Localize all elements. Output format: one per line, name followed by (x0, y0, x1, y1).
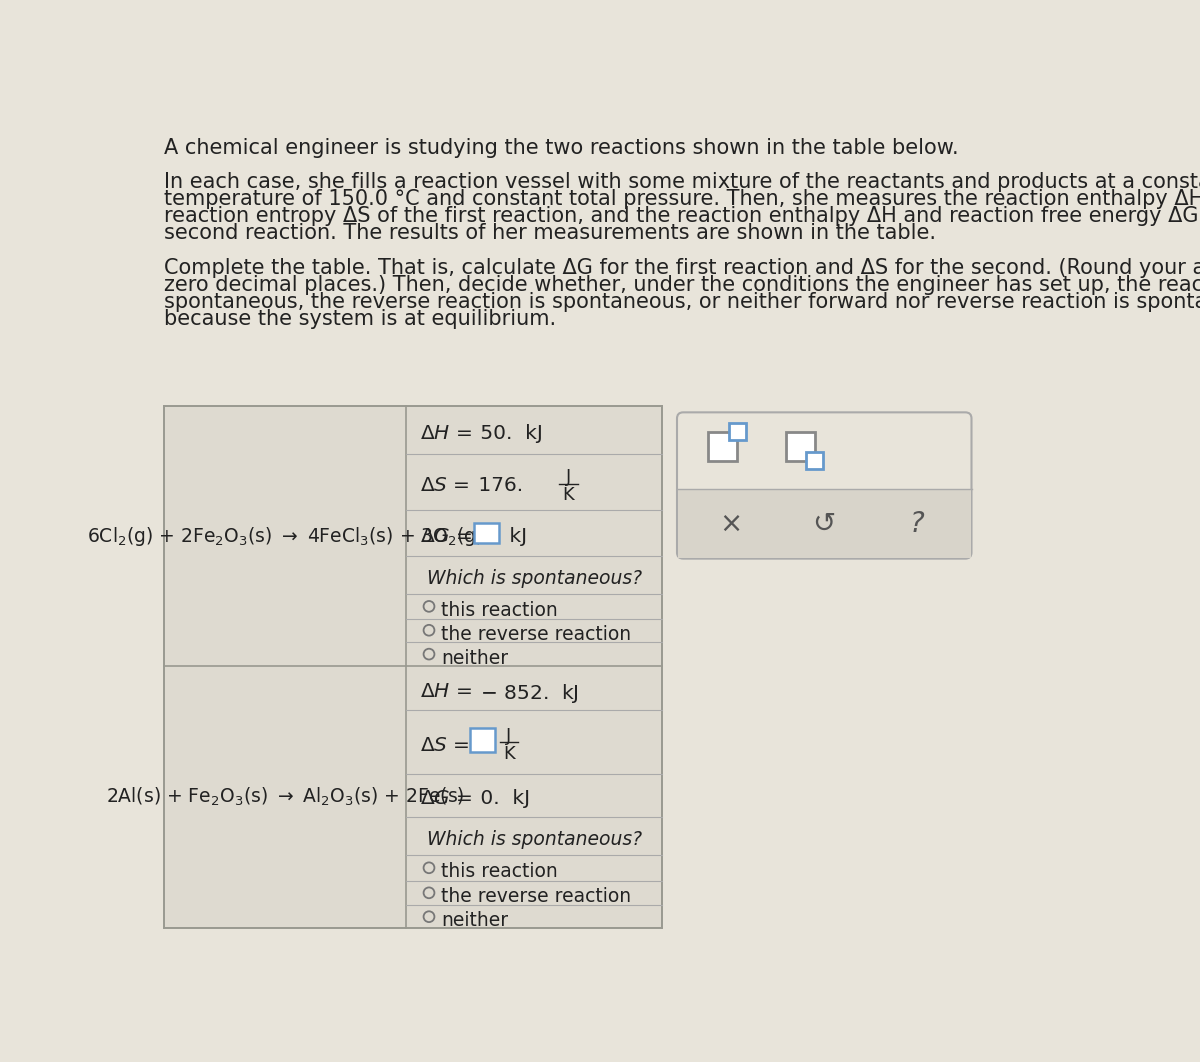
Text: ?: ? (910, 510, 925, 538)
Text: Complete the table. That is, calculate ΔG for the first reaction and ΔS for the : Complete the table. That is, calculate Δ… (164, 258, 1200, 278)
FancyBboxPatch shape (164, 406, 661, 928)
Text: J: J (506, 726, 511, 744)
Text: this reaction: this reaction (442, 862, 558, 881)
FancyBboxPatch shape (786, 431, 815, 461)
FancyBboxPatch shape (678, 490, 971, 558)
Text: the reverse reaction: the reverse reaction (442, 888, 631, 907)
Text: $\Delta S$ =: $\Delta S$ = (420, 476, 472, 495)
Text: $\Delta G$ =: $\Delta G$ = (420, 527, 474, 546)
Text: Which is spontaneous?: Which is spontaneous? (427, 829, 642, 849)
Text: K: K (503, 744, 515, 763)
Text: the reverse reaction: the reverse reaction (442, 624, 631, 644)
Text: spontaneous, the reverse reaction is spontaneous, or neither forward nor reverse: spontaneous, the reverse reaction is spo… (164, 292, 1200, 312)
Text: ↺: ↺ (812, 510, 836, 538)
Text: $\Delta H$ =: $\Delta H$ = (420, 424, 474, 443)
Text: neither: neither (442, 649, 509, 668)
Text: K: K (563, 486, 575, 503)
FancyBboxPatch shape (806, 452, 823, 469)
Text: $\Delta G$ =: $\Delta G$ = (420, 789, 474, 808)
Text: temperature of 150.0 °C and constant total pressure. Then, she measures the reac: temperature of 150.0 °C and constant tot… (164, 189, 1200, 209)
Text: kJ: kJ (504, 527, 528, 546)
FancyBboxPatch shape (470, 729, 494, 752)
Text: $-$ 852.  kJ: $-$ 852. kJ (474, 682, 578, 705)
Text: this reaction: this reaction (442, 601, 558, 620)
Text: 176.: 176. (473, 476, 523, 495)
Text: $\Delta S$ =: $\Delta S$ = (420, 736, 472, 755)
FancyBboxPatch shape (708, 431, 738, 461)
FancyBboxPatch shape (728, 423, 746, 440)
Text: reaction entropy ΔS of the first reaction, and the reaction enthalpy ΔH and reac: reaction entropy ΔS of the first reactio… (164, 206, 1200, 226)
Text: $\Delta H$ =: $\Delta H$ = (420, 682, 474, 701)
Text: because the system is at equilibrium.: because the system is at equilibrium. (164, 309, 556, 329)
Text: neither: neither (442, 911, 509, 930)
Text: J: J (566, 468, 571, 486)
Text: zero decimal places.) Then, decide whether, under the conditions the engineer ha: zero decimal places.) Then, decide wheth… (164, 275, 1200, 295)
Text: 0.  kJ: 0. kJ (474, 789, 530, 808)
FancyBboxPatch shape (474, 523, 499, 543)
Text: Which is spontaneous?: Which is spontaneous? (427, 568, 642, 587)
Text: second reaction. The results of her measurements are shown in the table.: second reaction. The results of her meas… (164, 223, 936, 243)
Text: ×: × (720, 510, 743, 538)
Text: In each case, she fills a reaction vessel with some mixture of the reactants and: In each case, she fills a reaction vesse… (164, 172, 1200, 192)
FancyBboxPatch shape (677, 412, 972, 559)
Text: 2Al(s) + Fe$_2$O$_3$(s) $\rightarrow$ Al$_2$O$_3$(s) + 2Fe(s): 2Al(s) + Fe$_2$O$_3$(s) $\rightarrow$ Al… (106, 786, 464, 808)
Text: 50.  kJ: 50. kJ (474, 424, 542, 443)
FancyBboxPatch shape (406, 406, 661, 928)
Text: A chemical engineer is studying the two reactions shown in the table below.: A chemical engineer is studying the two … (164, 138, 959, 158)
Text: 6Cl$_2$(g) + 2Fe$_2$O$_3$(s) $\rightarrow$ 4FeCl$_3$(s) + 3O$_2$(g): 6Cl$_2$(g) + 2Fe$_2$O$_3$(s) $\rightarro… (86, 525, 484, 548)
